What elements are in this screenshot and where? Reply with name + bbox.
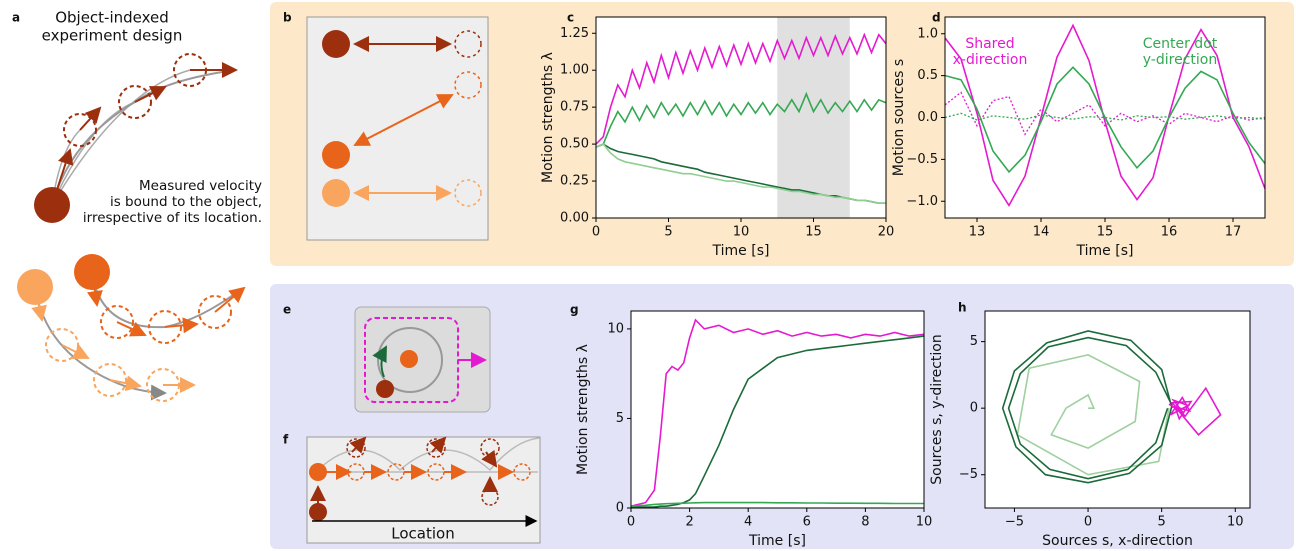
panel-label: c xyxy=(567,11,574,25)
x-tick-label: 5 xyxy=(664,225,672,240)
panel-label: b xyxy=(283,11,292,25)
x-tick-label: 2 xyxy=(685,515,693,530)
x-tick-label: 20 xyxy=(878,225,895,240)
diagram-title: Object-indexed xyxy=(55,9,169,27)
data-line xyxy=(945,23,1265,207)
data-line xyxy=(596,143,886,204)
data-line xyxy=(631,501,924,507)
data-line xyxy=(945,91,1265,136)
shaded-span xyxy=(777,17,850,218)
y-tick-label: 0 xyxy=(970,401,978,416)
data-line xyxy=(1016,354,1170,476)
data-line xyxy=(945,66,1265,174)
y-axis-label: Motion sources s xyxy=(891,59,907,176)
x-axis-label: Time [s] xyxy=(748,533,806,549)
x-axis-label: Sources s, x-direction xyxy=(1042,533,1193,549)
x-tick-label: 0 xyxy=(592,225,600,240)
diagram-title: experiment design xyxy=(42,27,183,45)
annotation: y-direction xyxy=(1143,52,1217,68)
y-tick-label: 0.5 xyxy=(917,68,938,83)
y-tick-label: 0 xyxy=(616,501,624,516)
y-tick-label: 0.00 xyxy=(560,211,589,226)
y-axis-label: Motion strengths λ xyxy=(575,344,591,475)
chart: 0 2 4 6 8 10 0 5 10 Time [s] Motion strengths λ xyxy=(575,310,933,549)
x-tick-label: 15 xyxy=(805,225,822,240)
y-tick-label: 5 xyxy=(616,411,624,426)
y-tick-label: −1.0 xyxy=(906,194,938,209)
data-line xyxy=(596,32,886,145)
annotation: Center dot xyxy=(1143,36,1218,52)
annotation: x-direction xyxy=(953,52,1028,68)
x-tick-label: 13 xyxy=(969,225,986,240)
panel-label: d xyxy=(932,11,941,25)
panel-label: e xyxy=(283,303,291,317)
y-tick-label: 1.25 xyxy=(560,26,589,41)
plot-area xyxy=(985,311,1250,508)
x-tick-label: 10 xyxy=(1227,515,1244,530)
y-axis-label: Sources s, y-direction xyxy=(929,334,945,484)
diagram-note: is bound to the object, xyxy=(110,194,262,210)
diagram-note: Measured velocity xyxy=(139,178,262,194)
x-tick-label: 0 xyxy=(627,515,635,530)
series-group xyxy=(596,32,886,204)
chart: 0 5 10 15 20 0.00 0.25 0.50 0.75 1.00 1.25 Time [s]… xyxy=(540,16,895,259)
diagram-b xyxy=(306,16,489,241)
panel-label: f xyxy=(283,433,289,447)
y-tick-label: −5 xyxy=(959,467,978,482)
x-tick-label: 4 xyxy=(744,515,752,530)
x-tick-label: 6 xyxy=(803,515,811,530)
plot-frame xyxy=(630,310,925,509)
x-axis-label: Time [s] xyxy=(712,243,770,259)
x-tick-label: 15 xyxy=(1097,225,1114,240)
y-tick-label: 0.0 xyxy=(917,110,938,125)
y-tick-label: 1.0 xyxy=(917,26,938,41)
data-line xyxy=(596,143,886,204)
data-line xyxy=(1168,386,1222,436)
x-axis-label: Time [s] xyxy=(1076,243,1134,259)
panel-label: h xyxy=(958,301,967,315)
x-tick-label: 10 xyxy=(733,225,750,240)
x-tick-label: 8 xyxy=(861,515,869,530)
diagram-f xyxy=(306,436,541,544)
plot-area xyxy=(631,311,924,508)
panel-label: g xyxy=(570,303,579,317)
y-axis-label: Motion strengths λ xyxy=(540,52,556,183)
diagram-e xyxy=(354,306,491,413)
panel-label: a xyxy=(12,11,20,25)
data-line xyxy=(596,91,886,148)
y-tick-label: 0.25 xyxy=(560,174,589,189)
chart: 13 14 15 16 17 −1.0 −0.5 0.0 0.5 1.0 Time [s] Motio… xyxy=(891,16,1266,259)
x-tick-label: 17 xyxy=(1225,225,1242,240)
x-tick-label: 0 xyxy=(1084,515,1092,530)
chart: −5 0 5 10 −5 0 5 Sources s, x-direction Sources … xyxy=(929,310,1251,549)
y-tick-label: 0.75 xyxy=(560,100,589,115)
series-group xyxy=(631,318,924,508)
x-tick-label: 5 xyxy=(1158,515,1166,530)
diagram-a xyxy=(17,53,246,402)
x-tick-label: 10 xyxy=(916,515,933,530)
annotation: Shared xyxy=(965,36,1014,52)
data-line xyxy=(631,335,924,508)
x-tick-label: 14 xyxy=(1033,225,1050,240)
data-line xyxy=(631,318,924,507)
series-group xyxy=(1001,330,1222,484)
x-tick-label: −5 xyxy=(1005,515,1024,530)
y-tick-label: −0.5 xyxy=(906,152,938,167)
y-tick-label: 1.00 xyxy=(560,63,589,78)
diagram-note: irrespective of its location. xyxy=(83,210,262,226)
axis-label: Location xyxy=(391,525,454,543)
series-group xyxy=(945,23,1265,207)
x-tick-label: 16 xyxy=(1161,225,1178,240)
plot-frame xyxy=(984,310,1251,509)
y-tick-label: 0.50 xyxy=(560,137,589,152)
y-tick-label: 5 xyxy=(970,334,978,349)
y-tick-label: 10 xyxy=(607,321,624,336)
